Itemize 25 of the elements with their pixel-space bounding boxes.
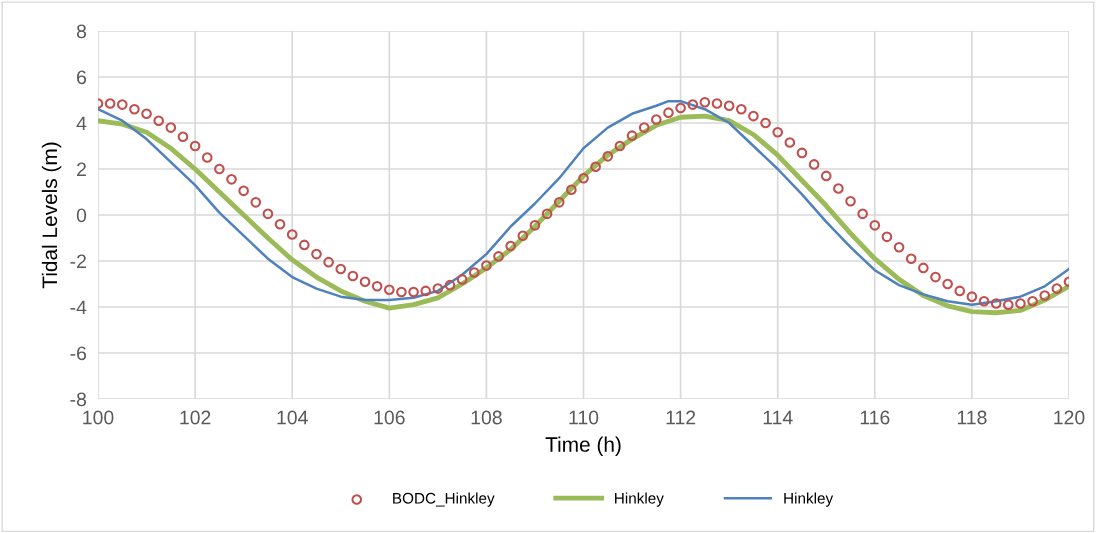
y-tick-label: 2 [77,162,86,177]
x-tick-label: 118 [957,410,987,425]
x-axis-title: Time (h) [545,436,621,456]
y-tick-label: 8 [76,24,87,39]
x-tick-label: 106 [374,410,405,425]
y-axis-title: Tidal Levels (m) [41,142,62,289]
y-tick-label: 0 [76,208,87,223]
x-tick-label: 102 [180,410,211,425]
legend-label: Hinkley [784,492,834,507]
legend-label: Hinkley [615,492,664,507]
x-tick-label: 104 [277,410,308,425]
y-tick-label: -8 [70,392,87,407]
x-tick-label: 116 [860,410,890,425]
legend-label: BODC_Hinkley [393,492,495,507]
x-tick-label: 112 [666,410,696,425]
x-tick-label: 120 [1054,410,1085,425]
x-tick-label: 114 [763,410,793,425]
y-tick-label: -4 [70,300,87,315]
y-tick-label: -2 [70,254,86,269]
x-tick-label: 110 [569,410,599,425]
y-tick-label: 6 [77,70,87,85]
x-tick-label: 100 [83,410,114,425]
y-tick-label: -6 [70,346,87,361]
y-tick-label: 4 [76,116,87,131]
x-tick-label: 108 [471,410,502,425]
